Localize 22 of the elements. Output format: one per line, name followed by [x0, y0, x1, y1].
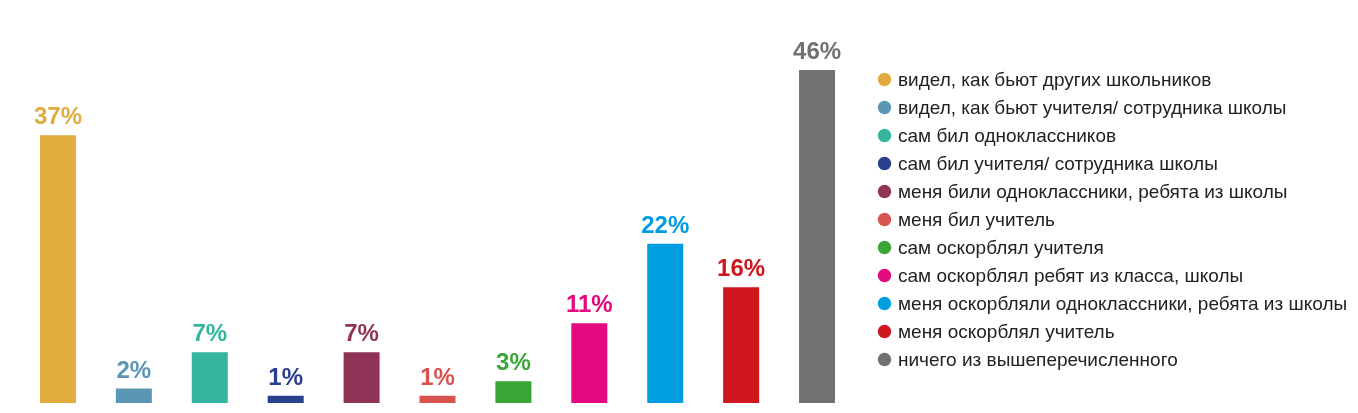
data-label: 16%: [717, 254, 766, 282]
legend-label: ничего из вышеперечисленного: [898, 348, 1178, 370]
legend-label: меня оскорбляли одноклассники, ребята из школы: [898, 292, 1348, 314]
legend-label: меня оскорблял учитель: [898, 320, 1115, 342]
data-label: 1%: [420, 362, 455, 390]
data-label: 22%: [641, 210, 690, 238]
data-label: 3%: [496, 348, 531, 376]
legend-label: сам оскорблял учителя: [898, 236, 1104, 258]
legend-label: меня били одноклассники, ребята из школы: [898, 180, 1288, 202]
legend-label: сам бил одноклассников: [898, 124, 1117, 146]
legend-label: меня бил учитель: [898, 208, 1056, 230]
data-label: 1%: [268, 362, 304, 390]
data-label: 46%: [793, 37, 842, 64]
data-label: 37%: [33, 102, 82, 130]
legend-label: сам бил учителя/ сотрудника школы: [898, 152, 1218, 174]
data-label: 7%: [344, 319, 379, 347]
legend-label: сам оскорблял ребят из класса, школы: [898, 264, 1244, 286]
data-label: 7%: [192, 319, 228, 347]
legend-label: видел, как бьют других школьников: [898, 68, 1212, 90]
data-label: 11%: [565, 290, 613, 318]
data-label: 2%: [116, 355, 152, 383]
legend-label: видел, как бьют учителя/ сотрудника школы: [898, 96, 1287, 118]
